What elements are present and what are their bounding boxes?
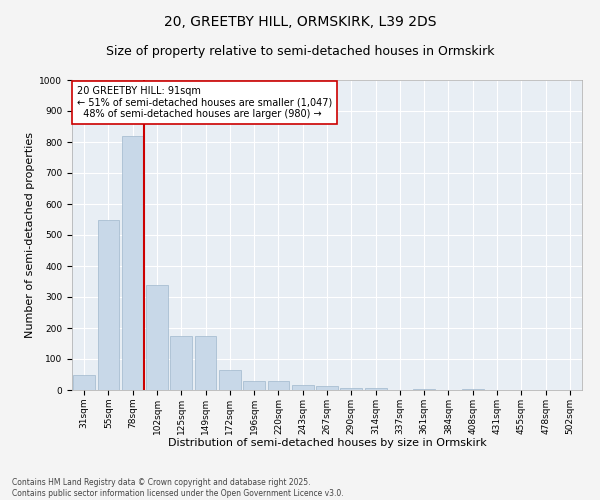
Bar <box>97 220 119 390</box>
Bar <box>219 370 241 390</box>
Bar <box>243 380 265 390</box>
Text: 20, GREETBY HILL, ORMSKIRK, L39 2DS: 20, GREETBY HILL, ORMSKIRK, L39 2DS <box>164 15 436 29</box>
Bar <box>462 389 484 390</box>
Y-axis label: Number of semi-detached properties: Number of semi-detached properties <box>25 132 35 338</box>
Bar <box>413 389 435 390</box>
X-axis label: Distribution of semi-detached houses by size in Ormskirk: Distribution of semi-detached houses by … <box>167 438 487 448</box>
Text: Size of property relative to semi-detached houses in Ormskirk: Size of property relative to semi-detach… <box>106 45 494 58</box>
Bar <box>73 374 95 390</box>
Bar <box>122 136 143 390</box>
Bar <box>340 388 362 390</box>
Bar <box>268 380 289 390</box>
Bar <box>170 336 192 390</box>
Text: Contains HM Land Registry data © Crown copyright and database right 2025.
Contai: Contains HM Land Registry data © Crown c… <box>12 478 344 498</box>
Bar <box>146 284 168 390</box>
Bar <box>365 388 386 390</box>
Bar <box>292 386 314 390</box>
Bar <box>316 386 338 390</box>
Text: 20 GREETBY HILL: 91sqm
← 51% of semi-detached houses are smaller (1,047)
  48% o: 20 GREETBY HILL: 91sqm ← 51% of semi-det… <box>77 86 332 120</box>
Bar <box>194 336 217 390</box>
